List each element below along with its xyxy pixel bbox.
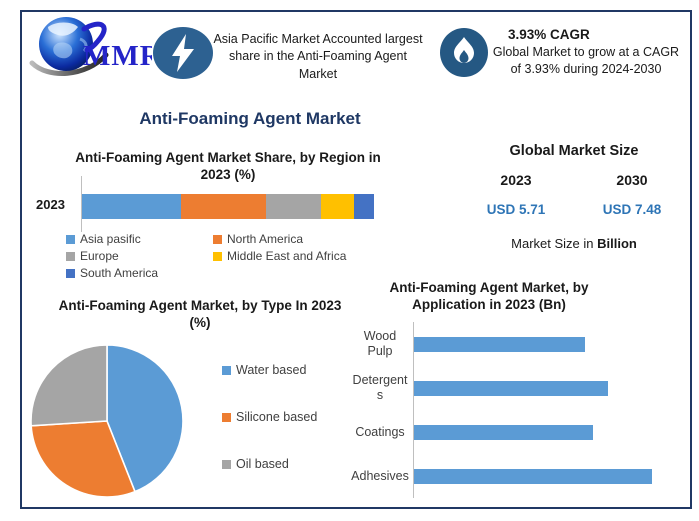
legend-label: Silicone based xyxy=(236,410,318,424)
value-2030: USD 7.48 xyxy=(602,202,662,217)
legend-swatch xyxy=(222,365,231,375)
bar-track xyxy=(413,366,682,410)
category-label: Wood Pulp xyxy=(363,329,397,358)
market-size-title: Global Market Size xyxy=(509,143,639,159)
category-label: Adhesives xyxy=(351,468,409,483)
legend-swatch xyxy=(66,268,75,278)
legend-swatch xyxy=(66,234,75,244)
legend-item-silicone-based: Silicone based xyxy=(222,409,317,425)
cagr-body: Global Market to grow at a CAGR of 3.93%… xyxy=(492,45,680,76)
app-chart-row: Wood Pulp xyxy=(350,322,682,366)
app-bar-rows: Wood Pulp Detergents Coatings Adhesives xyxy=(350,322,682,498)
region-chart-category-label: 2023 xyxy=(36,197,65,212)
pie-slice-1 xyxy=(30,420,137,498)
app-bar xyxy=(414,424,593,440)
cagr-banner: 3.93% CAGR Global Market to grow at a CA… xyxy=(488,27,684,78)
region-chart-legend: Asia pasific North America Europe Middle… xyxy=(66,231,386,281)
value-2023: USD 5.71 xyxy=(486,202,546,217)
type-chart-legend: Water based Silicone based Oil based xyxy=(222,362,317,472)
lightning-icon xyxy=(153,27,213,79)
legend-item-south-america: South America xyxy=(66,265,213,281)
legend-label: North America xyxy=(227,232,304,246)
app-bar xyxy=(414,336,586,352)
globe-icon: MMR xyxy=(29,17,161,76)
note-prefix: Market Size in xyxy=(511,236,598,251)
category-label: Detergents xyxy=(352,373,408,402)
flame-icon xyxy=(440,28,488,77)
legend-label: South America xyxy=(80,266,159,280)
mmr-logo: MMR xyxy=(28,13,161,83)
legend-item-europe: Europe xyxy=(66,248,213,264)
year-2023-label: 2023 xyxy=(500,172,532,188)
legend-item-north-america: North America xyxy=(213,231,386,247)
app-chart-row: Detergents xyxy=(350,366,682,410)
pie-slice-2 xyxy=(30,344,108,427)
pie-slice-0 xyxy=(106,344,184,493)
app-chart-row: Coatings xyxy=(350,410,682,454)
bar-track xyxy=(413,454,682,498)
legend-item-middle-east-africa: Middle East and Africa xyxy=(213,248,386,264)
page-title: Anti-Foaming Agent Market xyxy=(139,109,361,128)
bar-segment-4 xyxy=(353,194,374,219)
legend-swatch xyxy=(213,251,222,261)
legend-swatch xyxy=(222,412,231,422)
logo-text: MMR xyxy=(83,40,152,72)
legend-label: Oil based xyxy=(236,457,289,471)
region-stacked-bar xyxy=(82,194,374,219)
legend-label: Asia pasific xyxy=(80,232,141,246)
legend-label: Europe xyxy=(80,249,119,263)
bar-track xyxy=(413,410,682,454)
year-2030-label: 2030 xyxy=(616,172,648,188)
lightning-badge xyxy=(153,27,213,79)
bar-segment-1 xyxy=(181,194,266,219)
bar-segment-2 xyxy=(265,194,322,219)
global-market-size-section: Global Market Size 2023 2030 USD 5.71 US… xyxy=(458,143,690,251)
app-chart-row: Adhesives xyxy=(350,454,682,498)
app-bar xyxy=(414,380,608,396)
bar-track xyxy=(413,322,682,366)
application-chart-title: Anti-Foaming Agent Market, by Applicatio… xyxy=(389,280,589,312)
legend-label: Middle East and Africa xyxy=(227,249,347,263)
type-chart-title: Anti-Foaming Agent Market, by Type In 20… xyxy=(58,298,342,330)
bar-segment-0 xyxy=(82,194,182,219)
legend-item-oil-based: Oil based xyxy=(222,456,317,472)
market-size-values: USD 5.71 USD 7.48 xyxy=(458,202,690,217)
highlight-banner-text: Asia Pacific Market Accounted largest sh… xyxy=(213,32,423,81)
bar-segment-3 xyxy=(321,194,354,219)
legend-swatch xyxy=(66,251,75,261)
app-bar xyxy=(414,468,653,484)
region-chart-title: Anti-Foaming Agent Market Share, by Regi… xyxy=(75,150,381,182)
cagr-title: 3.93% CAGR xyxy=(508,27,590,42)
market-size-years: 2023 2030 xyxy=(458,172,690,188)
legend-item-asia-pacific: Asia pasific xyxy=(66,231,213,247)
market-size-note: Market Size in Billion xyxy=(458,236,690,251)
legend-swatch xyxy=(213,234,222,244)
category-label: Coatings xyxy=(355,424,405,439)
flame-badge xyxy=(440,28,488,77)
legend-label: Water based xyxy=(236,363,307,377)
note-unit: Billion xyxy=(597,236,637,251)
legend-item-water-based: Water based xyxy=(222,362,317,378)
pie-svg xyxy=(30,344,184,498)
region-chart-axis xyxy=(81,176,82,232)
legend-swatch xyxy=(222,459,231,469)
